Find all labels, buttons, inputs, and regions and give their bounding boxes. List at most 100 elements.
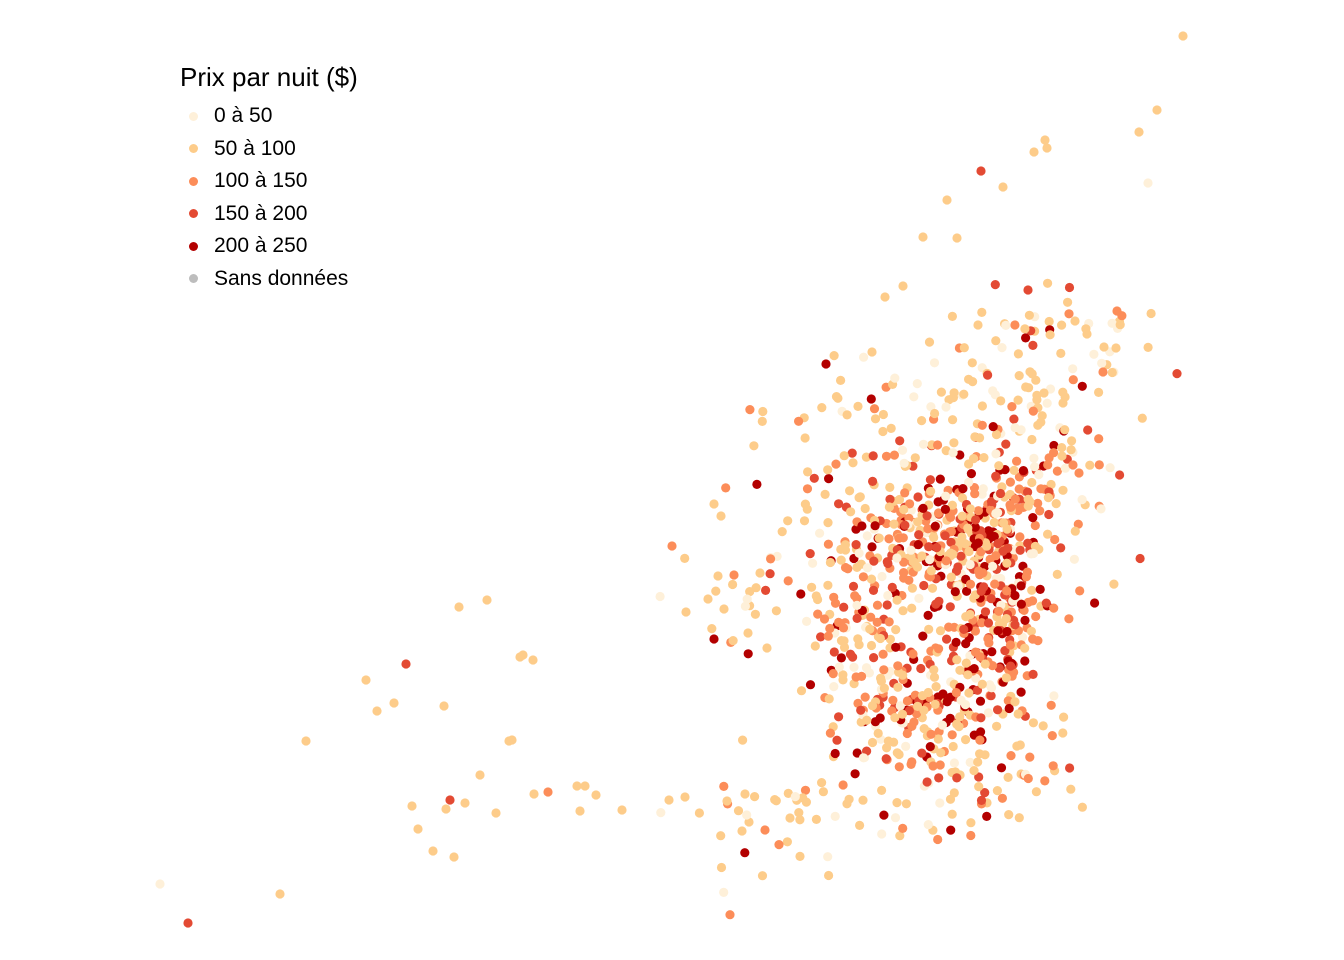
data-point	[842, 410, 852, 420]
data-point	[977, 679, 987, 689]
data-point	[977, 618, 987, 628]
data-point	[1005, 477, 1016, 487]
data-point	[580, 781, 590, 791]
data-point	[968, 377, 978, 387]
data-point	[877, 571, 887, 582]
data-point	[719, 887, 729, 898]
data-point	[1010, 423, 1020, 433]
data-point	[1056, 543, 1066, 553]
data-point	[996, 573, 1006, 584]
data-point	[1026, 626, 1036, 636]
data-point	[875, 713, 885, 723]
data-point	[929, 532, 939, 543]
data-point	[869, 404, 880, 414]
data-point	[1007, 402, 1017, 412]
data-point	[884, 502, 895, 512]
data-point	[925, 475, 936, 485]
data-point	[740, 789, 750, 799]
data-point	[909, 717, 919, 727]
data-point	[1001, 439, 1011, 449]
data-point	[742, 594, 752, 604]
data-point	[836, 636, 847, 646]
data-point	[1112, 306, 1122, 316]
data-point	[854, 548, 864, 558]
data-point	[681, 607, 691, 617]
data-point	[1073, 519, 1083, 529]
data-point	[823, 518, 833, 528]
data-point	[925, 555, 935, 565]
data-point	[1089, 349, 1099, 359]
data-point	[591, 790, 601, 800]
data-point	[707, 624, 717, 634]
data-point	[800, 433, 810, 443]
data-point	[874, 533, 884, 543]
data-point	[528, 655, 538, 665]
data-point	[957, 511, 967, 521]
data-point	[1052, 569, 1062, 580]
data-point	[743, 649, 753, 659]
data-point	[898, 281, 908, 291]
data-point	[885, 494, 895, 504]
data-point	[969, 664, 979, 674]
data-point	[1135, 553, 1145, 564]
data-point	[1030, 462, 1040, 472]
data-point	[802, 616, 812, 627]
data-point	[970, 522, 980, 532]
legend-swatch	[189, 144, 198, 154]
data-point	[783, 788, 793, 799]
data-point	[838, 623, 849, 633]
data-point	[892, 798, 902, 808]
data-point	[990, 280, 1000, 290]
data-point	[1035, 506, 1045, 516]
data-point	[1020, 615, 1030, 626]
data-point	[869, 653, 879, 663]
data-point	[948, 415, 958, 425]
data-point	[986, 691, 996, 701]
data-point	[870, 521, 880, 531]
data-point	[878, 426, 888, 437]
legend-label: 200 à 250	[214, 234, 308, 258]
data-point	[1068, 460, 1078, 470]
data-point	[818, 787, 829, 797]
data-point	[1027, 477, 1037, 488]
data-point	[617, 805, 627, 815]
data-point	[930, 699, 940, 710]
data-point	[983, 708, 994, 718]
data-point	[475, 770, 485, 780]
data-point	[1097, 358, 1107, 368]
data-point	[906, 545, 916, 555]
data-point	[1028, 406, 1038, 416]
data-point	[740, 601, 751, 611]
data-point	[965, 559, 975, 570]
data-point	[1010, 697, 1020, 707]
data-point	[935, 626, 946, 636]
data-point	[1058, 728, 1068, 738]
data-point	[1105, 463, 1115, 473]
data-point	[991, 551, 1001, 561]
data-point	[947, 311, 958, 321]
data-point	[889, 519, 899, 529]
legend-item: 100 à 150	[180, 165, 358, 198]
data-point	[1005, 500, 1015, 510]
data-point	[867, 737, 878, 748]
data-point	[719, 604, 729, 614]
data-point	[988, 422, 998, 432]
data-point	[1031, 787, 1041, 797]
data-point	[1082, 329, 1092, 339]
data-point	[877, 785, 887, 796]
data-point	[1065, 763, 1075, 773]
data-point	[936, 748, 946, 758]
data-point	[918, 232, 928, 242]
data-point	[935, 760, 945, 770]
data-point	[993, 705, 1003, 715]
data-point	[941, 556, 951, 566]
data-point	[936, 387, 947, 397]
data-point	[796, 589, 806, 599]
data-point	[1012, 456, 1022, 466]
data-point	[916, 663, 926, 674]
data-point	[853, 401, 863, 411]
data-point	[860, 692, 870, 702]
legend-item: Sans données	[180, 263, 358, 296]
data-point	[974, 566, 984, 576]
